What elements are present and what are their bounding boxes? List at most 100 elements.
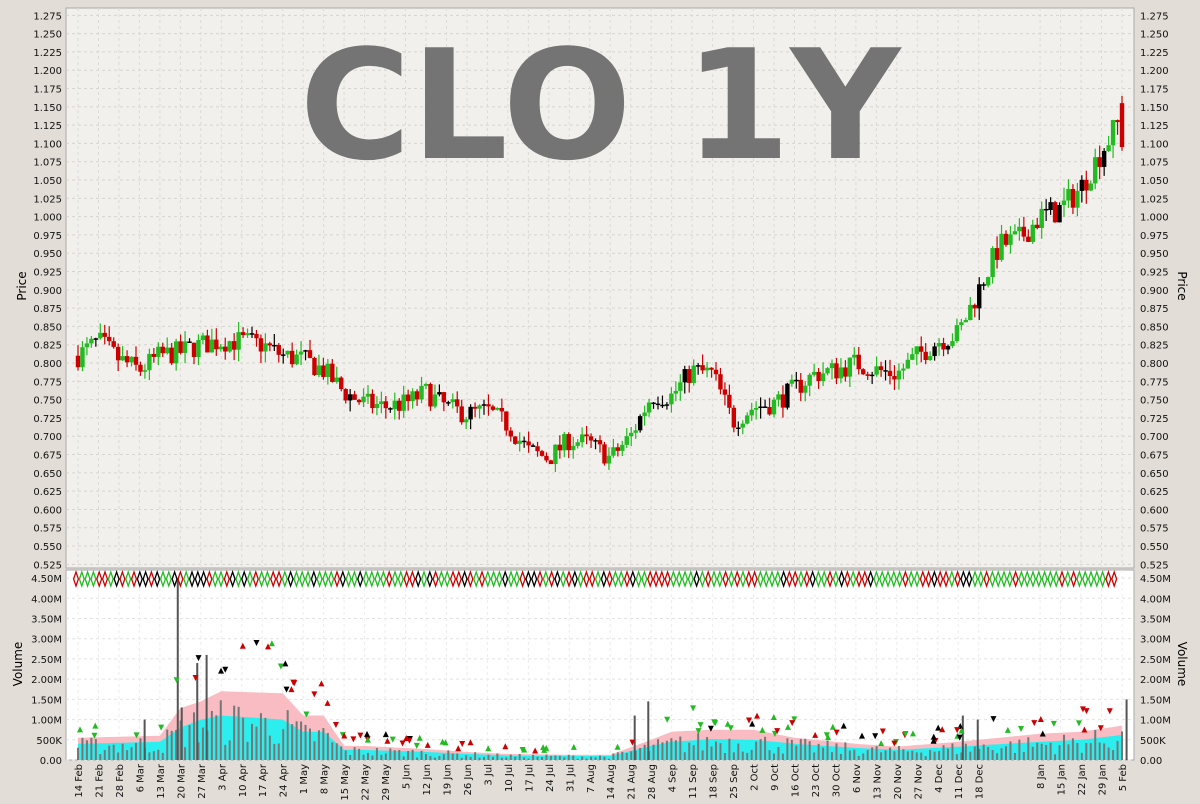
signal-marker <box>459 741 466 748</box>
volume-bar <box>389 748 392 760</box>
ribbon-marker <box>693 569 700 589</box>
candle-body <box>1119 103 1125 148</box>
signal-marker <box>664 716 671 723</box>
ribbon-marker <box>728 569 735 589</box>
candle-body <box>89 338 94 344</box>
ribbon-marker <box>438 569 445 589</box>
ribbon-marker <box>913 569 921 589</box>
candle-body <box>1017 226 1022 232</box>
volume-bar <box>866 750 869 760</box>
signal-marker <box>389 736 396 743</box>
ribbon-marker <box>125 569 132 589</box>
candle-body <box>932 346 937 357</box>
signal-marker <box>265 643 272 650</box>
volume-bar <box>433 757 436 760</box>
signal-marker <box>697 722 704 729</box>
candle-body <box>861 369 866 375</box>
candle-body <box>205 335 210 353</box>
volume-bar <box>1018 739 1021 760</box>
signal-marker <box>759 726 766 733</box>
volume-bar <box>911 750 914 760</box>
volume-bar <box>152 751 155 760</box>
signal-marker <box>1037 715 1044 722</box>
candle-body <box>1057 205 1062 223</box>
candle-body <box>490 406 496 410</box>
candle-body <box>874 366 879 375</box>
signal-marker <box>1039 730 1046 737</box>
signal-marker <box>455 745 462 752</box>
volume-bar <box>1080 752 1083 760</box>
candle-body <box>334 377 339 382</box>
volume-bar <box>719 743 722 760</box>
signal-marker <box>424 741 431 748</box>
volume-bar <box>268 735 271 760</box>
volume-bar <box>670 738 673 760</box>
signal-marker <box>789 720 796 727</box>
date-tick-label: 27 Mar <box>197 763 208 799</box>
date-tick-label: 8 May <box>320 764 331 794</box>
candle-body <box>437 392 442 395</box>
candle-body <box>98 332 103 339</box>
ribbon-marker <box>734 569 741 589</box>
price-tick-label-left: 0.875 <box>33 304 62 315</box>
volume-bar <box>81 737 84 760</box>
candle-body <box>352 394 357 400</box>
ribbon-marker <box>687 569 694 589</box>
date-tick-label: 6 Nov <box>852 764 863 793</box>
candle-body <box>419 385 424 400</box>
volume-bar <box>273 743 276 760</box>
signal-marker <box>311 691 318 698</box>
volume-bar <box>117 752 120 760</box>
candle-body <box>513 436 518 444</box>
price-axis: 1.275 1.275 1.250 1.250 1.225 1.225 1.200 1.200… <box>33 11 1168 571</box>
volume-bar <box>607 758 610 760</box>
volume-bar <box>710 746 713 760</box>
ribbon-marker <box>1111 569 1118 589</box>
volume-bar <box>639 747 642 760</box>
volume-bar <box>219 700 222 760</box>
candle-body <box>651 402 656 405</box>
candle-body <box>530 445 536 447</box>
price-tick-label-left: 0.600 <box>33 505 62 516</box>
ribbon-marker <box>919 569 926 589</box>
price-tick-label-left: 0.750 <box>33 396 62 407</box>
candle-body <box>1035 224 1040 228</box>
volume-bar <box>585 758 588 760</box>
price-tick-label-left: 1.225 <box>33 48 62 59</box>
candle-body <box>401 394 406 411</box>
ribbon-marker <box>519 569 526 589</box>
candle-body <box>691 365 696 383</box>
volume-bar <box>335 743 338 760</box>
volume-bar <box>973 746 976 760</box>
candle-body <box>852 354 857 358</box>
volume-bar <box>728 738 731 760</box>
ribbon-marker <box>403 569 410 589</box>
ribbon-marker <box>270 569 277 589</box>
signal-marker <box>570 743 577 750</box>
signal-marker <box>891 740 898 747</box>
ribbon-marker <box>583 569 590 589</box>
price-tick-label-right: 0.875 <box>1140 304 1169 315</box>
signal-marker <box>382 731 389 738</box>
volume-bar <box>1076 742 1079 760</box>
candle-body <box>927 356 933 361</box>
candle-body <box>383 401 389 409</box>
volume-bar <box>184 747 187 760</box>
candle-body <box>397 400 402 411</box>
date-tick-label: 11 Sep <box>688 764 699 799</box>
price-tick-label-left: 0.925 <box>33 268 62 279</box>
candle-body <box>227 341 232 352</box>
volume-bar <box>1000 748 1003 760</box>
signal-marker <box>253 640 260 647</box>
volume-bar <box>375 747 378 760</box>
signal-marker <box>724 720 731 727</box>
candle-body <box>847 357 853 377</box>
volume-bar <box>1040 743 1043 760</box>
signal-marker <box>749 720 756 727</box>
ribbon-marker <box>722 569 729 589</box>
ribbon-marker <box>797 569 805 589</box>
ribbon-marker <box>757 569 764 589</box>
volume-bar <box>237 706 240 760</box>
ribbon-marker <box>977 569 984 589</box>
ribbon-marker <box>1041 569 1048 589</box>
